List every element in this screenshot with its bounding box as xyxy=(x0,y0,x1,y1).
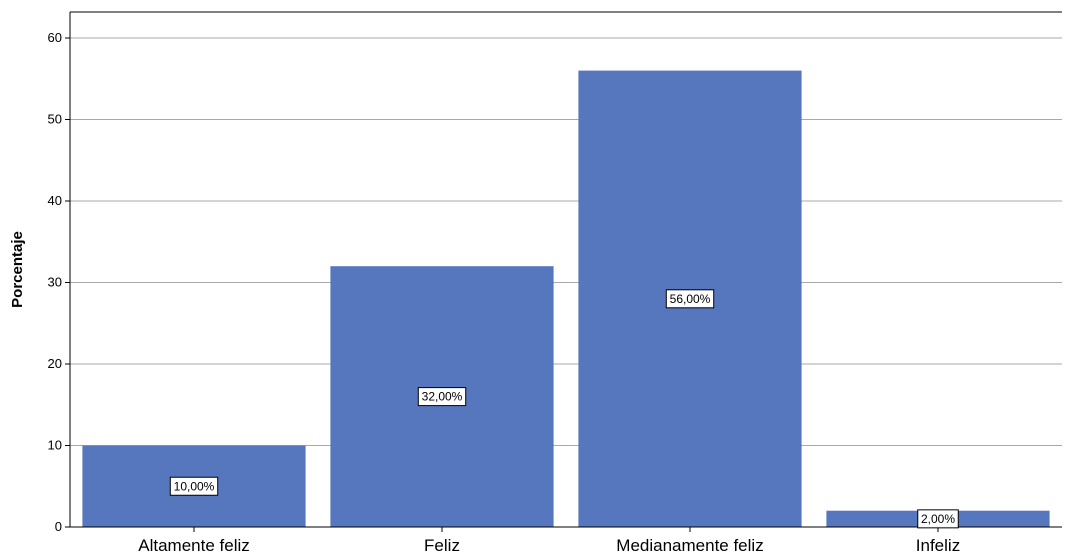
axes: 0 10 20 30 40 50 60 Altamente feliz Feliz Mediana… xyxy=(48,11,1062,555)
data-label-text: 2,00% xyxy=(921,512,955,526)
data-label-box xyxy=(665,289,715,309)
data-label-text: 32,00% xyxy=(422,390,463,404)
data-label-box xyxy=(169,476,219,496)
data-label: 32,00% xyxy=(417,387,467,407)
x-tick-label: Infeliz xyxy=(916,536,960,555)
data-label-box xyxy=(917,509,959,529)
y-tick-label: 0 xyxy=(55,519,62,534)
data-label: 56,00% xyxy=(665,289,715,309)
y-tick-label: 20 xyxy=(48,356,62,371)
y-tick-label: 30 xyxy=(48,275,62,290)
data-label: 10,00% xyxy=(169,476,219,496)
data-labels: 10,00% 32,00% 56,00% 2,00% xyxy=(169,289,959,529)
data-label-box xyxy=(417,387,467,407)
y-tick-label: 40 xyxy=(48,193,62,208)
y-tick-label: 60 xyxy=(48,30,62,45)
y-axis-label: Porcentaje xyxy=(9,231,26,308)
x-tick-label: Feliz xyxy=(424,536,460,555)
data-label-text: 56,00% xyxy=(670,292,711,306)
data-label-text: 10,00% xyxy=(174,479,215,493)
y-tick-label: 50 xyxy=(48,112,62,127)
x-tick-label: Altamente feliz xyxy=(138,536,250,555)
data-label: 2,00% xyxy=(917,509,959,529)
x-tick-label: Medianamente feliz xyxy=(616,536,763,555)
y-tick-label: 10 xyxy=(48,438,62,453)
